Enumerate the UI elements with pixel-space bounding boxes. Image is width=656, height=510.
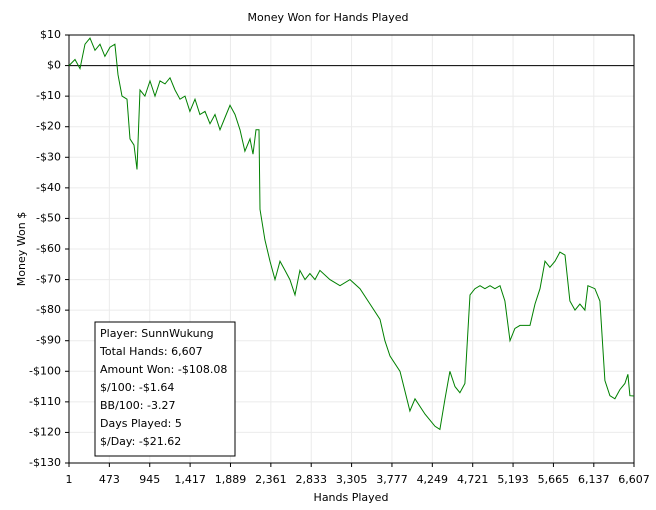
- stats-text: Amount Won: -$108.08: [100, 363, 227, 376]
- y-tick-label: -$100: [29, 364, 61, 377]
- stats-text: Total Hands: 6,607: [99, 345, 203, 358]
- x-tick-label: 5,193: [497, 473, 529, 486]
- stats-text: BB/100: -3.27: [100, 399, 175, 412]
- y-tick-label: -$50: [36, 211, 61, 224]
- y-tick-label: -$120: [29, 425, 61, 438]
- y-tick-label: -$110: [29, 395, 61, 408]
- y-tick-label: -$30: [36, 150, 61, 163]
- stats-text: $/100: -$1.64: [100, 381, 174, 394]
- x-tick-label: 4,249: [417, 473, 449, 486]
- y-tick-label: -$90: [36, 334, 61, 347]
- y-tick-label: -$130: [29, 456, 61, 469]
- y-axis-label: Money Won $: [15, 212, 28, 286]
- x-tick-label: 1,417: [174, 473, 206, 486]
- stats-text: $/Day: -$21.62: [100, 435, 181, 448]
- y-tick-label: -$20: [36, 120, 61, 133]
- y-tick-label: -$60: [36, 242, 61, 255]
- x-axis-label: Hands Played: [314, 491, 389, 504]
- x-tick-label: 6,137: [578, 473, 610, 486]
- x-tick-label: 4,721: [457, 473, 489, 486]
- x-tick-label: 2,833: [295, 473, 327, 486]
- x-tick-label: 1: [66, 473, 73, 486]
- x-tick-label: 5,665: [538, 473, 570, 486]
- x-tick-label: 6,607: [618, 473, 650, 486]
- y-tick-label: -$80: [36, 303, 61, 316]
- stats-text: Player: SunnWukung: [100, 327, 214, 340]
- y-tick-label: $0: [47, 59, 61, 72]
- x-tick-label: 945: [139, 473, 160, 486]
- y-tick-label: -$10: [36, 89, 61, 102]
- y-tick-label: $10: [40, 28, 61, 41]
- x-tick-label: 473: [99, 473, 120, 486]
- x-tick-label: 2,361: [255, 473, 287, 486]
- chart-title: Money Won for Hands Played: [248, 11, 409, 24]
- stats-box: [94, 321, 236, 457]
- money-line: [68, 37, 635, 431]
- x-tick-label: 3,777: [376, 473, 408, 486]
- y-tick-label: -$40: [36, 181, 61, 194]
- x-tick-label: 3,305: [336, 473, 368, 486]
- y-tick-label: -$70: [36, 273, 61, 286]
- plot-frame: [68, 34, 635, 464]
- stats-text: Days Played: 5: [100, 417, 182, 430]
- x-tick-label: 1,889: [215, 473, 247, 486]
